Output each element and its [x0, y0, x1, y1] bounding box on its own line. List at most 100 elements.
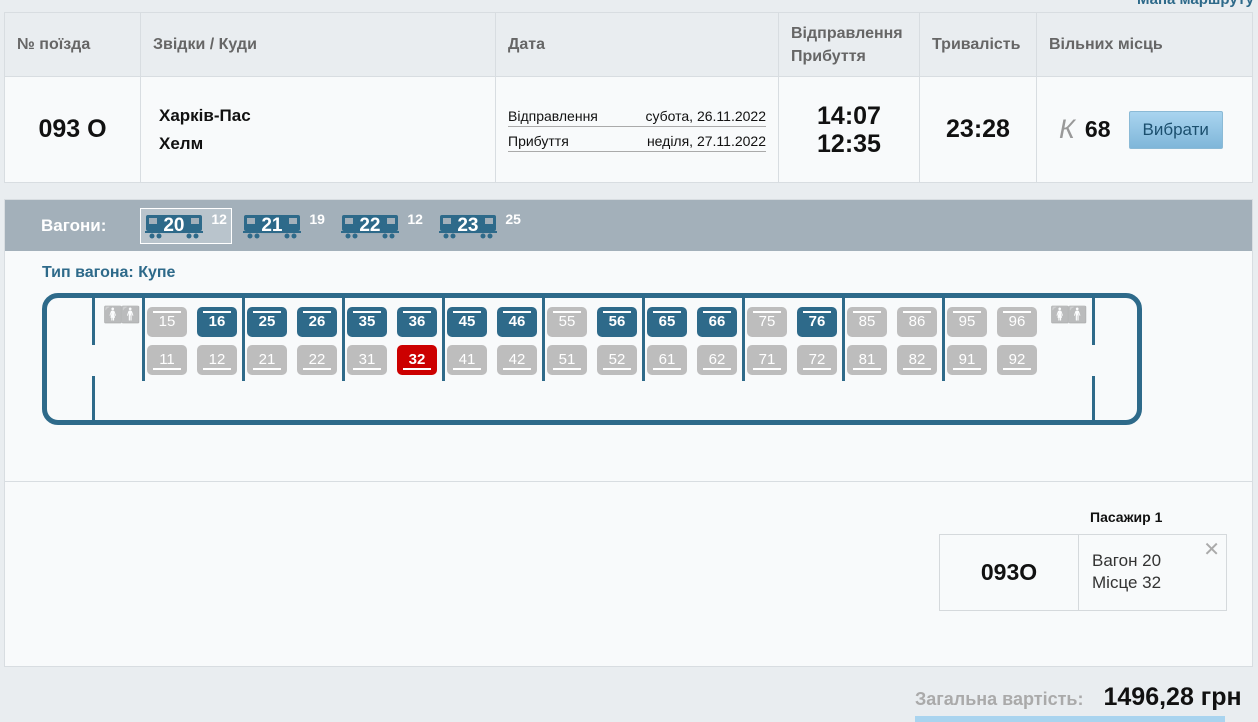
seat-number: 71	[753, 352, 781, 370]
from-station: Харків-Пас	[159, 105, 251, 125]
seat-76[interactable]: 76	[797, 307, 837, 337]
seat-72: 72	[797, 345, 837, 375]
seat-number: 45	[453, 311, 481, 330]
seat-number: 36	[403, 311, 431, 330]
seat-65[interactable]: 65	[647, 307, 687, 337]
arr-date: неділя, 27.11.2022	[646, 132, 766, 149]
seat-number: 72	[803, 352, 831, 370]
seat-32[interactable]: 32	[397, 345, 437, 375]
total-label: Загальна вартість:	[915, 689, 1084, 709]
seat-12: 12	[197, 345, 237, 375]
wall-line	[1092, 376, 1095, 423]
seat-number: 61	[653, 352, 681, 370]
seat-75: 75	[747, 307, 787, 337]
wall-line	[442, 298, 445, 381]
seat-35[interactable]: 35	[347, 307, 387, 337]
wall-line	[942, 298, 945, 381]
select-button[interactable]: Вибрати	[1128, 110, 1223, 149]
wagon-number: 22	[359, 214, 381, 236]
seat-number: 12	[203, 352, 231, 370]
arr-label: Прибуття	[508, 132, 569, 149]
seat-46[interactable]: 46	[497, 307, 537, 337]
seat-41: 41	[447, 345, 487, 375]
close-icon[interactable]: ✕	[1203, 539, 1220, 561]
wagon-number: 21	[261, 214, 283, 236]
seat-number: 21	[253, 352, 281, 370]
seat-85: 85	[847, 307, 887, 337]
seat-number: 91	[953, 352, 981, 370]
seat-66[interactable]: 66	[697, 307, 737, 337]
divider	[5, 481, 1252, 482]
seat-number: 11	[153, 352, 181, 370]
seat-number: 92	[1003, 352, 1031, 370]
seat-number: 25	[253, 311, 281, 330]
wagon-free: 25	[505, 210, 521, 227]
toilet-icon: 🚺🚹	[103, 307, 141, 324]
table-row: 093 О Харків-Пас Хелм Відправлення субота,…	[4, 76, 1253, 183]
wagon-23[interactable]: 23 25	[437, 209, 525, 243]
seat-42: 42	[497, 345, 537, 375]
route-map-link[interactable]: Мапа маршруту	[1137, 0, 1254, 8]
seat-number: 86	[903, 311, 931, 330]
seat-number: 52	[603, 352, 631, 370]
wagon-icon	[341, 214, 400, 238]
total: Загальна вартість: 1496,28 грн	[915, 683, 1242, 712]
seat-number: 96	[1003, 311, 1031, 330]
seat-51: 51	[547, 345, 587, 375]
seat-22: 22	[297, 345, 337, 375]
wagon-20[interactable]: 20 12	[140, 207, 233, 244]
passenger-ticket: 093О Вагон 20 Місце 32 ✕	[939, 534, 1227, 611]
wall-line	[742, 298, 745, 381]
seat-81: 81	[847, 345, 887, 375]
wagon-icon	[145, 214, 204, 238]
seat-25[interactable]: 25	[247, 307, 287, 337]
seat-36[interactable]: 36	[397, 307, 437, 337]
train-number: 093 О	[4, 76, 141, 183]
seat-number: 42	[503, 352, 531, 370]
seat-number: 15	[153, 311, 181, 330]
seat-number: 35	[353, 311, 381, 330]
seat-86: 86	[897, 307, 937, 337]
header-route: Звідки / Куди	[140, 12, 496, 77]
seat-number: 41	[453, 352, 481, 370]
seat-number: 66	[703, 311, 731, 330]
seat-number: 62	[703, 352, 731, 370]
seat-number: 85	[853, 311, 881, 330]
wall-line	[842, 298, 845, 381]
wagon-21[interactable]: 21 19	[241, 209, 329, 243]
seat-91: 91	[947, 345, 987, 375]
wagon-22[interactable]: 22 12	[339, 209, 427, 243]
seat-panel: Вагони: 20 12 21 19 22 12 23 25 Тип вагона: Куп…	[4, 199, 1253, 667]
seat-55: 55	[547, 307, 587, 337]
seat-56[interactable]: 56	[597, 307, 637, 337]
seat-21: 21	[247, 345, 287, 375]
seat-number: 26	[303, 311, 331, 330]
wall-line	[242, 298, 245, 381]
seat-62: 62	[697, 345, 737, 375]
header-date: Дата	[495, 12, 779, 77]
free-count: 68	[1084, 116, 1111, 142]
dep-label: Відправлення	[508, 107, 598, 124]
wagon-free: 12	[407, 210, 423, 227]
continue-button[interactable]	[915, 716, 1225, 722]
seat-16[interactable]: 16	[197, 307, 237, 337]
wall-line	[142, 298, 145, 381]
seat-number: 76	[803, 311, 831, 330]
passenger-wagon: Вагон 20	[1092, 551, 1162, 570]
seat-number: 95	[953, 311, 981, 330]
seat-92: 92	[997, 345, 1037, 375]
total-value: 1496,28 грн	[1103, 683, 1242, 711]
wagon-icon	[439, 214, 498, 238]
car-scheme: 🚺🚹 🚺🚹 15 16 11 12 25 26 21 22 35 36 31 32 45 46 41 42 55 56…	[42, 293, 1142, 425]
header-train: № поїзда	[4, 12, 141, 77]
class-label: К	[1059, 114, 1075, 144]
wagon-bar: Вагони: 20 12 21 19 22 12 23 25	[5, 200, 1252, 251]
seat-45[interactable]: 45	[447, 307, 487, 337]
seat-number: 55	[553, 311, 581, 330]
passenger-seat: Місце 32	[1092, 573, 1162, 592]
seat-number: 75	[753, 311, 781, 330]
header-duration: Тривалість	[919, 12, 1037, 77]
seat-26[interactable]: 26	[297, 307, 337, 337]
seat-number: 81	[853, 352, 881, 370]
seat-number: 32	[403, 352, 431, 370]
